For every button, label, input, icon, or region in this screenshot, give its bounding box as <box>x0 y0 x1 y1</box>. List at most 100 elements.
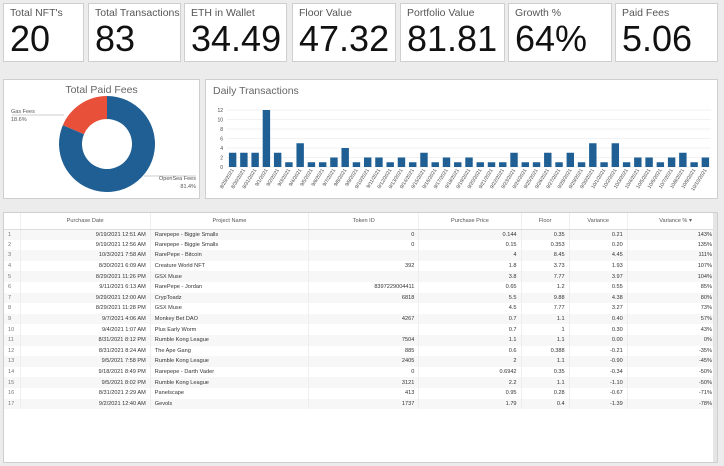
row-index: 15 <box>4 377 21 388</box>
variance-cell: -0.90 <box>569 356 628 367</box>
table-row[interactable]: 12 8/31/2021 8:24 AM The Ape Gang 885 0.6 0.3… <box>4 345 717 357</box>
kpi-value: 20 <box>10 18 51 59</box>
variance-pct-cell: -78% <box>627 398 717 410</box>
bar[interactable] <box>701 157 710 168</box>
purchase-date-header[interactable]: Purchase Date <box>20 213 151 230</box>
purchase-price-cell: 1.1 <box>418 334 522 346</box>
opensea-fees-slice[interactable] <box>59 96 156 192</box>
bar[interactable] <box>420 152 428 167</box>
bar[interactable] <box>296 143 304 167</box>
bar[interactable] <box>273 152 282 167</box>
bar[interactable] <box>386 162 394 167</box>
bar[interactable] <box>521 162 529 167</box>
table-row[interactable]: 17 9/2/2021 12:40 AM Gevols 1737 1.79 0.4 -1.3… <box>4 398 717 410</box>
bar[interactable] <box>611 143 620 167</box>
table-row[interactable]: 2 9/19/2021 12:56 AM Rarepepe - Biggie Sma… <box>4 239 717 251</box>
kpi-card-total-nfts: Total NFT's 20 <box>3 3 84 62</box>
variance-cell: 0.55 <box>569 281 628 293</box>
bar[interactable] <box>330 157 338 168</box>
y-tick-label: 4 <box>220 146 223 152</box>
bar[interactable] <box>622 162 631 167</box>
bar[interactable] <box>318 162 327 167</box>
floor-header[interactable]: Floor <box>521 213 570 230</box>
bar[interactable] <box>341 148 349 167</box>
bar[interactable] <box>600 162 608 167</box>
table-row[interactable]: 9 9/7/2021 4:06 AM Monkey Bet DAO 4267 0.7 1.… <box>4 313 717 325</box>
token-id-cell: 0 <box>308 229 420 240</box>
table-row[interactable]: 4 8/30/2021 6:09 AM Creature World NFT 392 1… <box>4 260 717 272</box>
bar[interactable] <box>679 152 687 167</box>
table-row[interactable]: 5 8/29/2021 11:26 PM GSX Muse 3.8 7.77 3.97 10… <box>4 271 717 282</box>
bar[interactable] <box>667 157 676 168</box>
bar[interactable] <box>375 157 383 168</box>
table-row[interactable]: 6 9/11/2021 6:13 AM RarePepe - Jordan 83972… <box>4 281 717 293</box>
bar[interactable] <box>363 157 372 168</box>
purchase-price-cell: 4.5 <box>418 303 522 314</box>
purchase-date-cell: 8/29/2021 11:28 PM <box>20 303 151 314</box>
token-id-header[interactable]: Token ID <box>308 213 420 230</box>
project-name-header[interactable]: Project Name <box>150 213 310 230</box>
purchase-price-cell: 0.65 <box>418 281 522 293</box>
bar[interactable] <box>645 157 653 168</box>
gas-fees-slice[interactable] <box>62 96 107 135</box>
floor-cell: 1.2 <box>521 281 570 293</box>
daily-transactions-chart: 0246810128/29/20218/30/20218/31/20219/1/… <box>217 108 711 192</box>
bar[interactable] <box>454 162 462 167</box>
bar[interactable] <box>499 162 507 167</box>
bar[interactable] <box>442 157 451 168</box>
bar[interactable] <box>262 110 271 167</box>
bar[interactable] <box>409 162 417 167</box>
floor-cell: 1 <box>521 324 570 335</box>
bar[interactable] <box>240 152 248 167</box>
variance-pct-header[interactable]: Variance % ▾ <box>627 213 717 230</box>
bar[interactable] <box>352 162 361 167</box>
fees-donut-chart: Gas Fees 18.6% OpenSea Fees 81.4% <box>11 96 196 192</box>
table-row[interactable]: 13 9/5/2021 7:58 PM Rumble Kong League 2405… <box>4 356 717 367</box>
purchase-price-cell: 2.2 <box>418 377 522 388</box>
table-row[interactable]: 10 9/4/2021 1:07 AM Plus Early Worm 0.7 1 0.3… <box>4 324 717 335</box>
bar[interactable] <box>431 162 439 167</box>
bar[interactable] <box>251 152 259 167</box>
table-row[interactable]: 1 9/19/2021 12:51 AM Rarepepe - Biggie Sma… <box>4 229 717 240</box>
token-id-cell <box>308 303 420 314</box>
bar[interactable] <box>690 162 698 167</box>
table-scrollbar[interactable] <box>713 213 717 462</box>
bar[interactable] <box>397 157 406 168</box>
bar[interactable] <box>465 157 473 168</box>
bar[interactable] <box>307 162 316 167</box>
bar[interactable] <box>566 152 575 167</box>
bar[interactable] <box>285 162 293 167</box>
table-row[interactable]: 7 9/29/2021 12:00 AM CrypToadz 6818 5.5 9.88 4… <box>4 292 717 304</box>
variance-pct-cell: 0% <box>627 334 717 346</box>
bar[interactable] <box>544 152 552 167</box>
purchase-price-header[interactable]: Purchase Price <box>418 213 522 230</box>
table-row[interactable]: 14 9/18/2021 8:49 PM Rarepepe - Darth Vade… <box>4 366 717 378</box>
bar[interactable] <box>555 162 563 167</box>
table-row[interactable]: 11 8/31/2021 8:12 PM Rumble Kong League 750… <box>4 334 717 346</box>
purchase-price-cell: 5.5 <box>418 292 522 304</box>
variance-cell: -0.34 <box>569 366 628 378</box>
table-row[interactable]: 16 8/31/2021 2:29 AM Panelscape 413 0.95 0.28… <box>4 387 717 399</box>
sort-descending-icon[interactable]: ▾ <box>688 218 692 225</box>
table-row[interactable]: 3 10/3/2021 7:58 AM RarePepe - Bitcoin 4 8.4… <box>4 250 717 261</box>
variance-pct-cell: 73% <box>627 303 717 314</box>
table-row[interactable]: 15 9/5/2021 8:02 PM Rumble Kong League 3121… <box>4 377 717 388</box>
bar[interactable] <box>634 157 642 168</box>
table-row[interactable]: 8 8/29/2021 11:28 PM GSX Muse 4.5 7.77 3.27 73… <box>4 303 717 314</box>
y-tick-label: 6 <box>220 136 223 142</box>
kpi-card-portfolio-value: Portfolio Value 81.81 <box>400 3 505 62</box>
row-index: 17 <box>4 398 21 410</box>
purchases-table-panel: Purchase Date Project Name Token ID Purc… <box>3 212 718 463</box>
variance-header[interactable]: Variance <box>569 213 628 230</box>
row-index: 9 <box>4 313 21 325</box>
bar[interactable] <box>589 143 597 167</box>
bar[interactable] <box>577 162 586 167</box>
bar[interactable] <box>228 152 237 167</box>
kpi-label: Portfolio Value <box>407 7 475 19</box>
bar[interactable] <box>532 162 541 167</box>
bar[interactable] <box>656 162 665 167</box>
bar[interactable] <box>476 162 484 167</box>
bar[interactable] <box>510 152 518 167</box>
bar[interactable] <box>487 162 496 167</box>
purchase-price-cell: 0.95 <box>418 387 522 399</box>
